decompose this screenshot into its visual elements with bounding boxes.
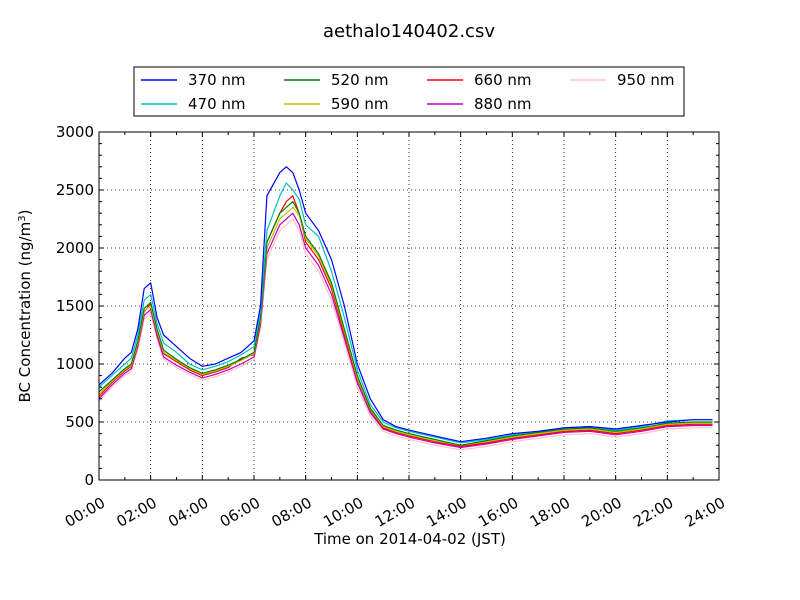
legend-label-590-nm: 590 nm	[331, 95, 389, 113]
x-tick-label: 08:00	[268, 494, 314, 531]
legend-label-880-nm: 880 nm	[474, 95, 532, 113]
x-tick-label: 24:00	[682, 494, 728, 531]
y-axis-label: BC Concentration (ng/m3)	[16, 210, 34, 403]
legend-label-370-nm: 370 nm	[188, 71, 246, 89]
x-tick-label: 14:00	[423, 494, 469, 531]
legend-label-950-nm: 950 nm	[617, 71, 675, 89]
y-tick-label: 3000	[56, 123, 94, 141]
legend-label-660-nm: 660 nm	[474, 71, 532, 89]
series-line-880-nm	[98, 212, 713, 449]
legend-label-470-nm: 470 nm	[188, 95, 246, 113]
y-tick-label: 2500	[56, 181, 94, 199]
series-line-470-nm	[98, 182, 713, 444]
chart-title: aethalo140402.csv	[323, 21, 495, 42]
series-line-660-nm	[98, 195, 713, 447]
y-axis-label-sup: 3	[17, 215, 28, 221]
x-tick-label: 10:00	[320, 494, 366, 531]
y-axis-label-main: BC Concentration (ng/m	[16, 222, 34, 403]
x-tick-label: 00:00	[62, 494, 108, 531]
x-tick-label: 12:00	[372, 494, 418, 531]
y-tick-label: 1000	[56, 355, 94, 373]
y-tick-label: 500	[65, 413, 94, 431]
series-line-590-nm	[98, 206, 713, 446]
legend: 370 nm 470 nm 520 nm 590 nm 660 nm 880 nm 950 …	[133, 66, 685, 117]
y-tick-label: 2000	[56, 239, 94, 257]
legend-label-520-nm: 520 nm	[331, 71, 389, 89]
series-line-950-nm	[98, 218, 713, 451]
x-tick-label: 02:00	[113, 494, 159, 531]
series-layer	[98, 166, 713, 451]
series-line-520-nm	[98, 201, 713, 446]
x-tick-label: 20:00	[578, 494, 624, 531]
x-tick-label: 22:00	[630, 494, 676, 531]
y-axis-label-close: )	[16, 210, 34, 216]
legend-frame	[133, 66, 685, 117]
y-tick-label: 1500	[56, 297, 94, 315]
y-axis: 0 500 1000 1500 2000 2500 3000	[56, 123, 719, 489]
y-tick-label: 0	[84, 471, 94, 489]
x-axis-label: Time on 2014-04-02 (JST)	[313, 530, 506, 548]
series-line-370-nm	[98, 166, 713, 443]
x-tick-label: 16:00	[475, 494, 521, 531]
grid-lines	[99, 132, 719, 480]
x-tick-label: 18:00	[527, 494, 573, 531]
x-tick-label: 04:00	[165, 494, 211, 531]
x-tick-label: 06:00	[217, 494, 263, 531]
